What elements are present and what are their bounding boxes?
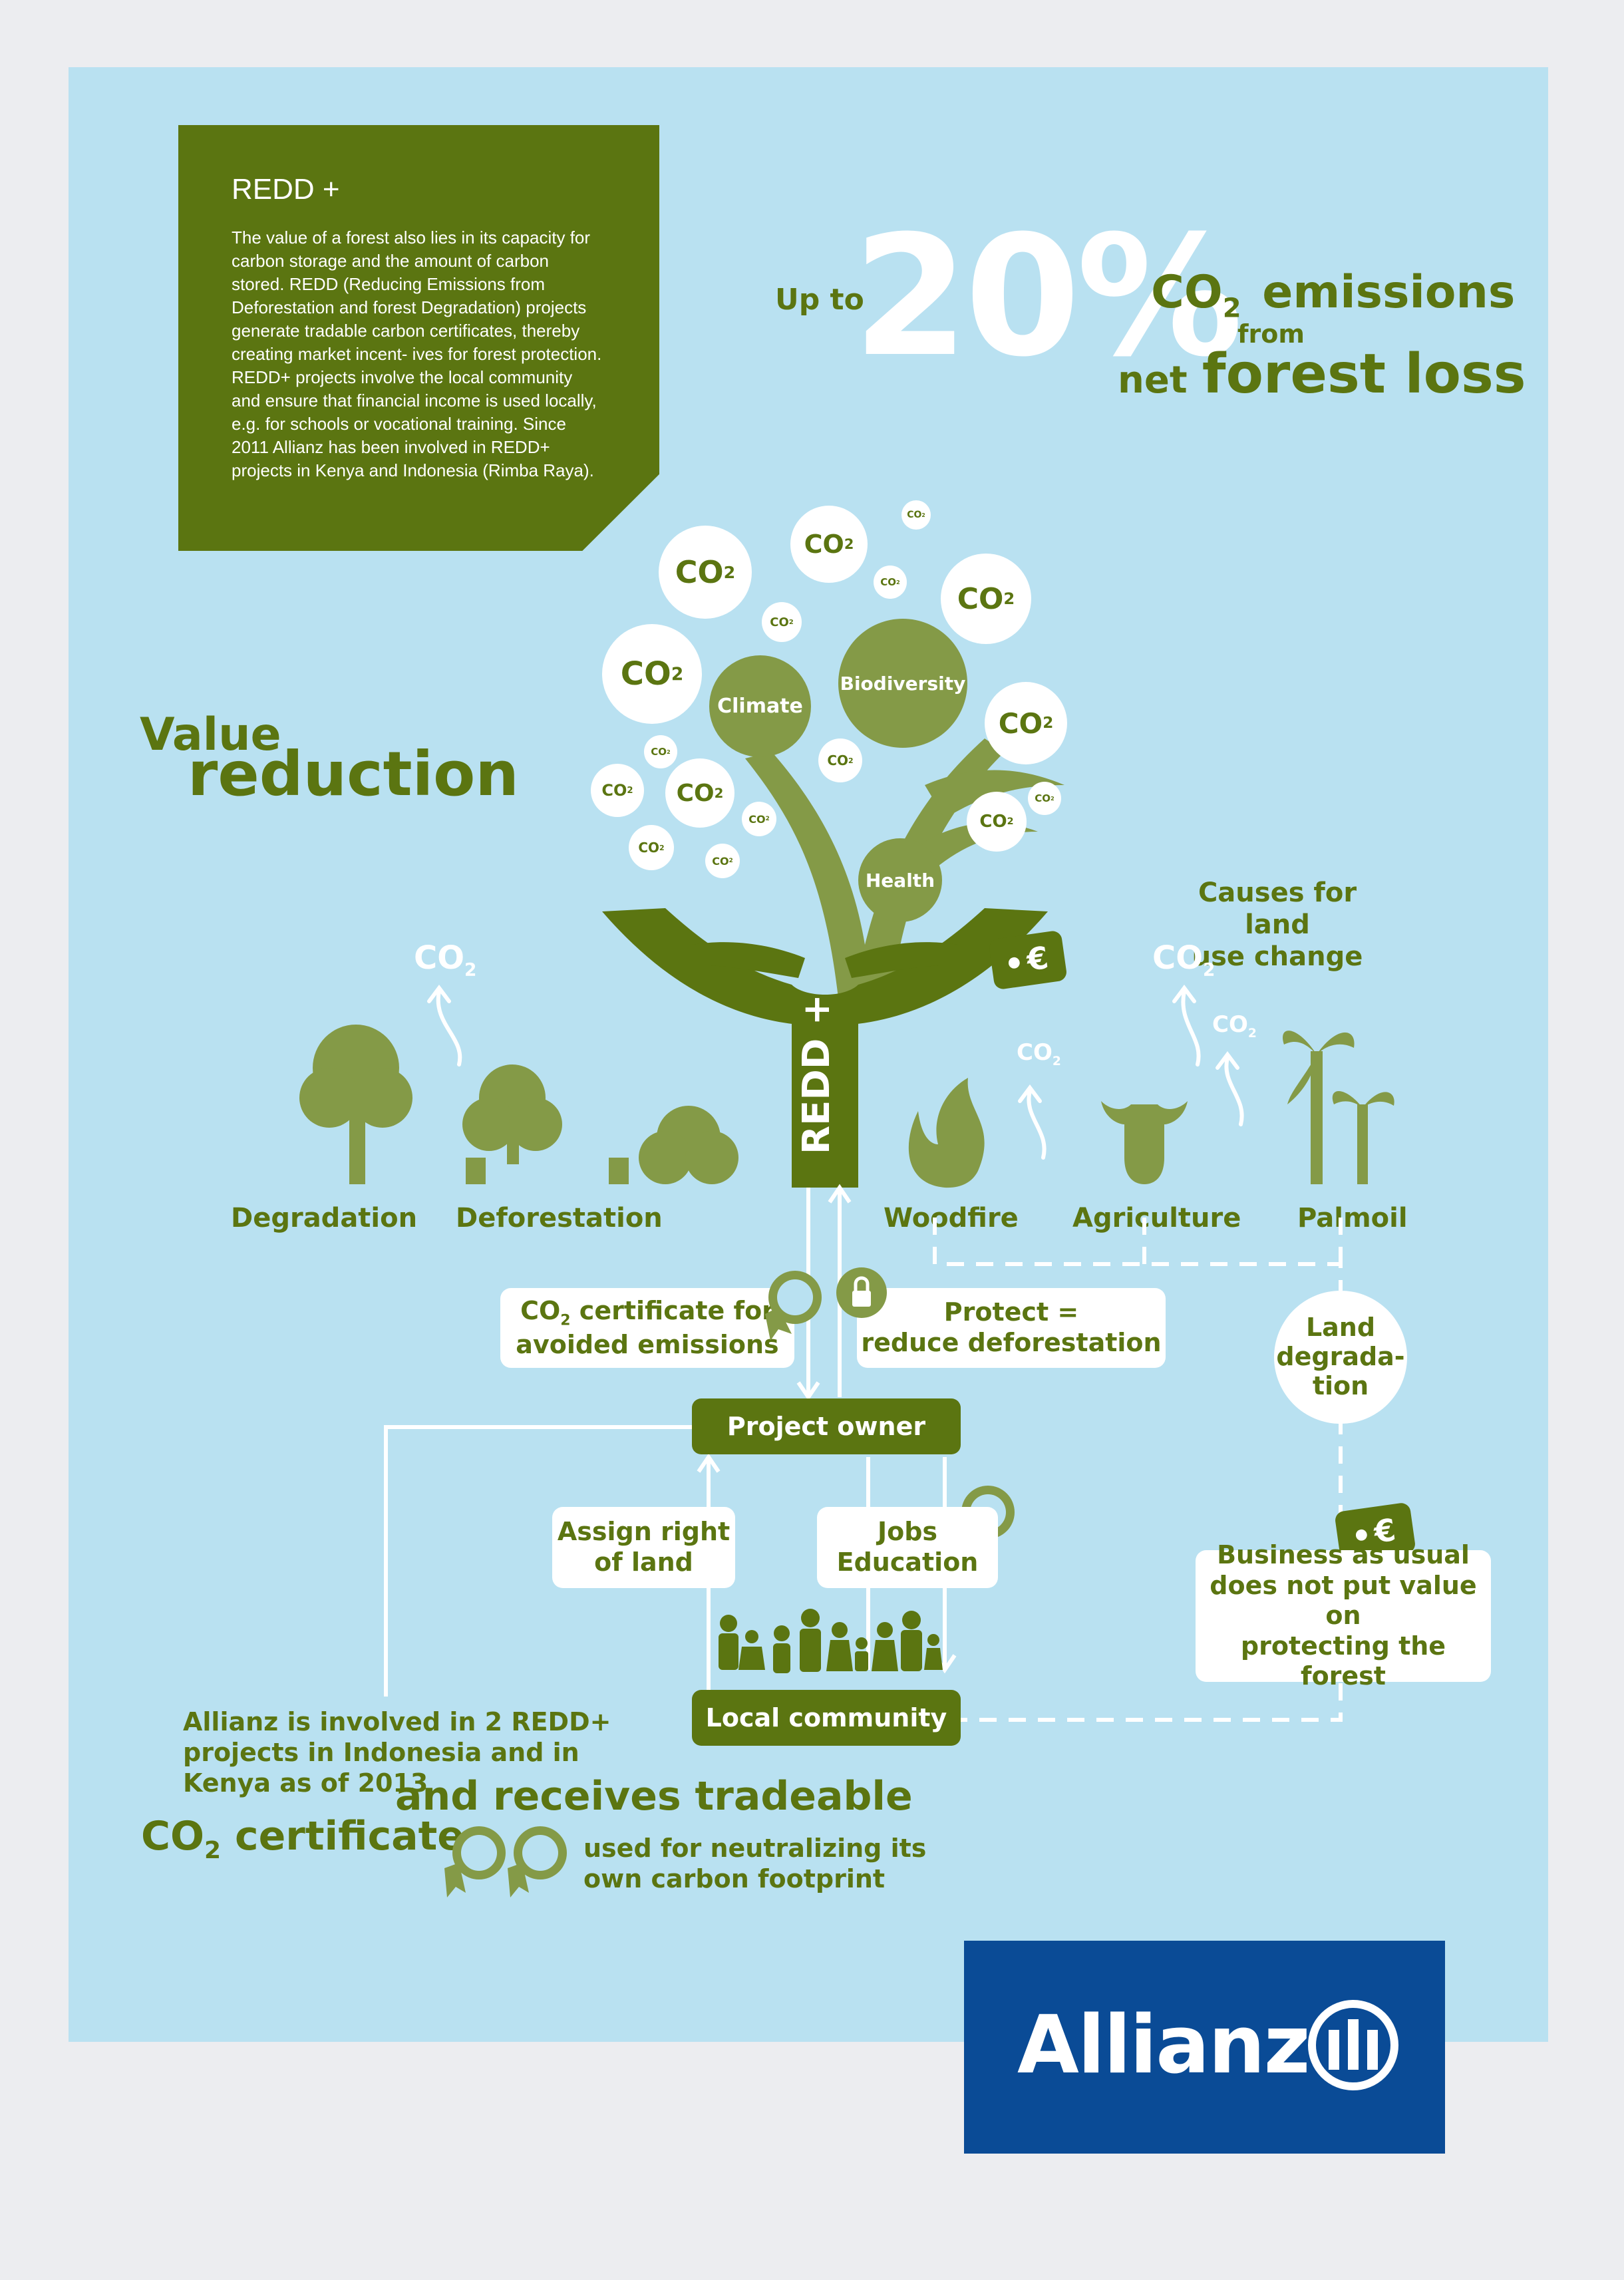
value-label: Value [140,709,281,761]
info-body: The value of a forest also lies in its c… [232,228,602,480]
woodfire-label: Woodfire [884,1203,1019,1233]
assign-right-card: Assign right of land [552,1507,735,1588]
co2-emission-label: CO2 [1017,1039,1061,1068]
co2-bubble: CO 2 [602,624,702,724]
co2-certificates-text: CO2 certificates [141,1813,488,1864]
co2-bubble: CO 2 [874,566,907,599]
info-title: REDD + [232,173,340,206]
certificate-card: CO2 certificate for avoided emissions [500,1288,794,1368]
co2-bubble: CO 2 [591,764,644,817]
co2-bubble: CO 2 [790,506,868,583]
co2-bubble: CO 2 [967,792,1027,852]
co2-bubble: CO 2 [985,682,1067,764]
protect-card: Protect = reduce deforestation [857,1288,1166,1368]
certificate-seal-icon [508,1826,567,1897]
headline-up-to: Up to [775,283,864,317]
redd-info-box: REDD + The value of a forest also lies i… [178,125,659,551]
land-degradation-node: Land degrada-tion [1274,1291,1407,1424]
used-for-text: used for neutralizing its own carbon foot… [583,1834,927,1893]
co2-bubble: CO 2 [659,526,752,619]
local-community-node: Local community [692,1690,961,1746]
co2-bubble: CO 2 [742,802,776,836]
health-circle: Health [858,838,942,922]
co2-emission-label: CO2 [414,939,477,981]
co2-bubble: CO 2 [762,602,802,642]
biodiversity-circle: Biodiversity [838,619,967,748]
tree-icon [299,1025,412,1184]
headline-co2-emissions: CO2 emissions [1151,266,1516,324]
headline-from: from [1237,319,1305,349]
co2-bubble: CO 2 [941,554,1031,644]
degradation-label: Degradation [231,1203,418,1233]
co2-bubble: CO 2 [818,738,862,782]
allianz-logo: Allianz [964,1941,1445,2154]
co2-bubble: CO 2 [901,500,931,530]
business-as-usual-card: Business as usual does not put value on pr… [1196,1540,1491,1691]
receives-text: and receives tradeable [395,1773,913,1820]
project-owner-node: Project owner [692,1398,961,1454]
co2-bubble: CO 2 [629,825,674,870]
deforestation-label: Deforestation [456,1203,663,1233]
allianz-involvement-text: Allianz is involved in 2 REDD+ projects i… [183,1707,611,1798]
co2-bubble: CO 2 [665,758,734,828]
certificate-seal-icon [444,1826,506,1897]
reduction-label: reduction [188,738,519,810]
allianz-wordmark: Allianz [1017,1999,1311,2092]
causes-title: Causes for land use change [1192,878,1363,972]
co2-emission-label: CO2 [1152,939,1216,981]
cow-icon [1101,1101,1188,1184]
palmoil-label: Palmoil [1297,1203,1408,1233]
allianz-eagle-icon [1308,2000,1398,2090]
climate-circle: Climate [709,655,811,757]
cut-tree-icon [462,1064,562,1184]
headline-net-forest-loss: net forest loss [1118,343,1526,406]
co2-bubble: CO 2 [1028,782,1061,815]
headline-percent: 20% [853,200,1243,393]
flame-icon [908,1078,985,1188]
co2-bubble: CO 2 [644,735,677,768]
co2-emission-label: CO2 [1212,1011,1257,1041]
certificate-seal-icon [765,1271,822,1341]
agriculture-label: Agriculture [1072,1203,1241,1233]
lock-icon [836,1267,887,1318]
jobs-education-card: Jobs Education [817,1507,998,1588]
fallen-tree-icon [609,1106,738,1184]
co2-bubble: CO 2 [705,844,740,878]
palm-tree-icon [1283,1031,1394,1184]
